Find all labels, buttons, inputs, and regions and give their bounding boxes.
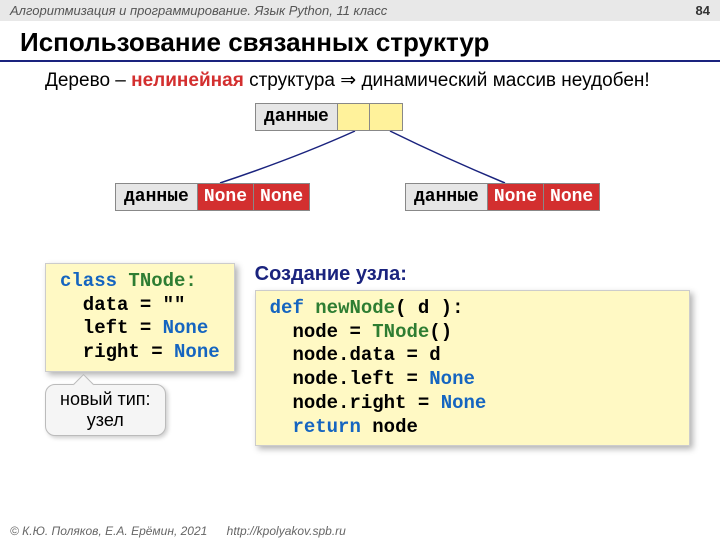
right-data: данные [406, 184, 488, 210]
f-l3b: = [395, 344, 429, 366]
intro-pre: Дерево – [45, 70, 131, 91]
intro-post: структура ⇒ динамический массив неудобен… [244, 70, 650, 91]
func-name: newNode [304, 297, 395, 319]
left-p2: None [254, 184, 309, 210]
left-p1: None [198, 184, 254, 210]
f-l2a: node [270, 321, 338, 343]
kw-class: class [60, 270, 117, 292]
col-right: Создание узла: def newNode( d ): node = … [255, 263, 690, 447]
c-l3: left = [60, 317, 163, 339]
section-label: Создание узла: [255, 263, 690, 286]
footer: © К.Ю. Поляков, Е.А. Ерёмин, 2021 http:/… [10, 524, 346, 538]
f-l3c: d [429, 344, 440, 366]
f-l5b: = [406, 392, 440, 414]
intro-red: нелинейная [131, 70, 244, 91]
c-l2: data = [60, 294, 163, 316]
right-p1: None [488, 184, 544, 210]
col-left: class TNode: data = "" left = None right… [45, 263, 235, 447]
root-ptr-left [338, 104, 370, 130]
func-args: ( d ): [395, 297, 463, 319]
tree-diagram: данные данные None None данные None None [45, 103, 690, 263]
code-row: class TNode: data = "" left = None right… [45, 263, 690, 447]
class-code: class TNode: data = "" left = None right… [45, 263, 235, 372]
class-name: TNode: [117, 270, 197, 292]
f-l6a: return [270, 416, 361, 438]
f-l5a: node.right [270, 392, 407, 414]
c-l4v: None [174, 341, 220, 363]
f-l2d: () [429, 321, 452, 343]
callout: новый тип: узел [45, 384, 166, 436]
course-label: Алгоритмизация и программирование. Язык … [10, 3, 387, 18]
callout-l1: новый тип: [60, 389, 151, 409]
page-number: 84 [696, 3, 710, 18]
content: Дерево – нелинейная структура ⇒ динамиче… [0, 62, 720, 446]
func-code: def newNode( d ): node = TNode() node.da… [255, 290, 690, 447]
f-l4a: node.left [270, 368, 395, 390]
c-l2v: "" [163, 294, 186, 316]
f-l4b: = [395, 368, 429, 390]
intro-text: Дерево – нелинейная структура ⇒ динамиче… [45, 70, 690, 93]
c-l4: right = [60, 341, 174, 363]
kw-def: def [270, 297, 304, 319]
footer-url[interactable]: http://kpolyakov.spb.ru [227, 524, 346, 538]
f-l3a: node.data [270, 344, 395, 366]
f-l6b: node [361, 416, 418, 438]
c-l3v: None [163, 317, 209, 339]
header-bar: Алгоритмизация и программирование. Язык … [0, 0, 720, 21]
left-child-node: данные None None [115, 183, 310, 211]
right-child-node: данные None None [405, 183, 600, 211]
copyright: © К.Ю. Поляков, Е.А. Ерёмин, 2021 [10, 524, 207, 538]
f-l4c: None [429, 368, 475, 390]
right-p2: None [544, 184, 599, 210]
left-data: данные [116, 184, 198, 210]
root-data: данные [256, 104, 338, 130]
root-ptr-right [370, 104, 402, 130]
callout-l2: узел [87, 410, 124, 430]
f-l5c: None [441, 392, 487, 414]
f-l2b: = [338, 321, 372, 343]
page-title: Использование связанных структур [0, 21, 720, 62]
f-l2c: TNode [372, 321, 429, 343]
root-node: данные [255, 103, 403, 131]
